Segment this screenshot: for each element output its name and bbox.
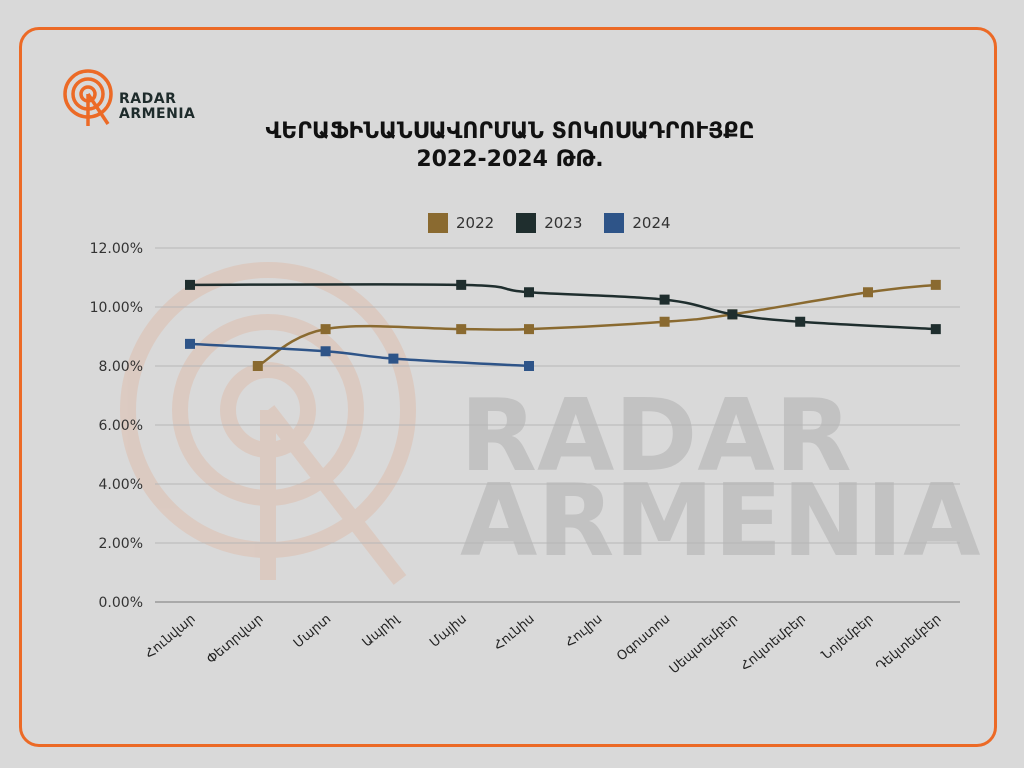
series-line-2022 — [257, 283, 936, 368]
legend-item-2024: 2024 — [604, 213, 671, 233]
data-point-2022 — [320, 324, 331, 335]
data-point-2022 — [252, 361, 263, 371]
data-point-2024 — [320, 346, 331, 357]
y-tick-label: 4.00% — [99, 477, 143, 493]
data-point-2023 — [185, 279, 195, 290]
watermark-ring-outer — [120, 262, 416, 558]
x-tick-label: Սեպտեմբեր — [667, 612, 741, 678]
watermark: RADAR ARMENIA — [120, 262, 981, 585]
data-point-2023 — [795, 316, 806, 327]
y-grid — [155, 247, 960, 603]
chart-title-line-2: 2022-2024 ԹԹ. — [416, 147, 604, 172]
watermark-text-2: ARMENIA — [460, 462, 981, 579]
x-tick-label: Ապրիլ — [360, 611, 403, 650]
legend-swatch-2023 — [516, 213, 537, 233]
y-tick-label: 10.00% — [90, 300, 143, 316]
legend-swatch-2024 — [604, 213, 625, 233]
x-tick-label: Դեկտեմբեր — [873, 612, 944, 675]
x-tick-label: Հուլիս — [563, 612, 606, 651]
brand-line-1: RADAR — [119, 91, 177, 107]
x-axis-labels: Հունվար Փետրվար Մարտ Ապրիլ Մայիս Հունիս Հուլիս… — [143, 611, 945, 677]
data-point-2024 — [185, 338, 195, 349]
y-tick-label: 2.00% — [99, 536, 143, 552]
watermark-ring-inner — [220, 362, 316, 458]
x-tick-label: Մայիս — [427, 612, 470, 651]
series-2024 — [185, 338, 534, 371]
legend-label-2023: 2023 — [544, 214, 583, 232]
y-axis-ticks: 0.00% 2.00% 4.00% 6.00% 8.00% 10.00% 12.00% — [90, 241, 143, 611]
x-tick-label: Փետրվար — [204, 612, 266, 668]
series-line-2024 — [189, 342, 530, 368]
chart-frame — [19, 27, 997, 747]
watermark-ring-middle — [172, 314, 364, 506]
data-point-2022 — [930, 279, 941, 290]
brand-name: RADAR ARMENIA — [119, 92, 195, 122]
y-tick-label: 12.00% — [90, 241, 143, 257]
data-point-2022 — [456, 324, 467, 335]
chart-title: ՎԵՐԱՖԻՆԱՆՍԱՎՈՐՄԱՆ ՏՈԿՈՍԱԴՐՈՒՅՔԸ 2022-202… — [150, 118, 870, 174]
y-tick-label: 0.00% — [99, 595, 143, 611]
data-point-2024 — [524, 361, 534, 371]
data-point-2022 — [863, 287, 873, 298]
legend-item-2022: 2022 — [428, 213, 494, 233]
data-point-2022 — [524, 324, 534, 335]
watermark-text-1: RADAR — [460, 377, 852, 494]
y-tick-label: 6.00% — [99, 418, 143, 434]
data-point-2022 — [659, 316, 670, 327]
series-2022 — [252, 279, 941, 371]
data-point-2023 — [659, 294, 670, 305]
data-point-2024 — [388, 353, 399, 364]
legend-item-2023: 2023 — [516, 213, 582, 233]
data-point-2023 — [930, 324, 941, 335]
x-tick-label: Մարտ — [291, 612, 334, 652]
x-tick-label: Հոկտեմբեր — [738, 612, 809, 675]
x-tick-label: Օգոստոս — [614, 612, 673, 665]
brand-logo: RADAR ARMENIA — [62, 68, 212, 130]
x-tick-label: Հունվար — [143, 612, 199, 662]
series-2023 — [185, 279, 941, 335]
legend: 2022 2023 2024 — [428, 213, 671, 233]
legend-label-2022: 2022 — [456, 214, 495, 232]
legend-label-2024: 2024 — [632, 214, 671, 232]
data-point-2023 — [727, 309, 738, 320]
x-tick-label: Հունիս — [491, 612, 537, 654]
data-point-2023 — [456, 279, 467, 290]
brand-line-2: ARMENIA — [119, 106, 196, 122]
series-layer — [185, 279, 941, 371]
legend-swatch-2022 — [428, 213, 448, 233]
radar-icon — [63, 69, 113, 126]
y-tick-label: 8.00% — [99, 359, 143, 375]
watermark-beam — [261, 405, 407, 585]
x-tick-label: Նոյեմբեր — [819, 612, 876, 664]
chart-title-line-1: ՎԵՐԱՖԻՆԱՆՍԱՎՈՐՄԱՆ ՏՈԿՈՍԱԴՐՈՒՅՔԸ — [265, 119, 755, 144]
data-point-2023 — [524, 287, 534, 298]
